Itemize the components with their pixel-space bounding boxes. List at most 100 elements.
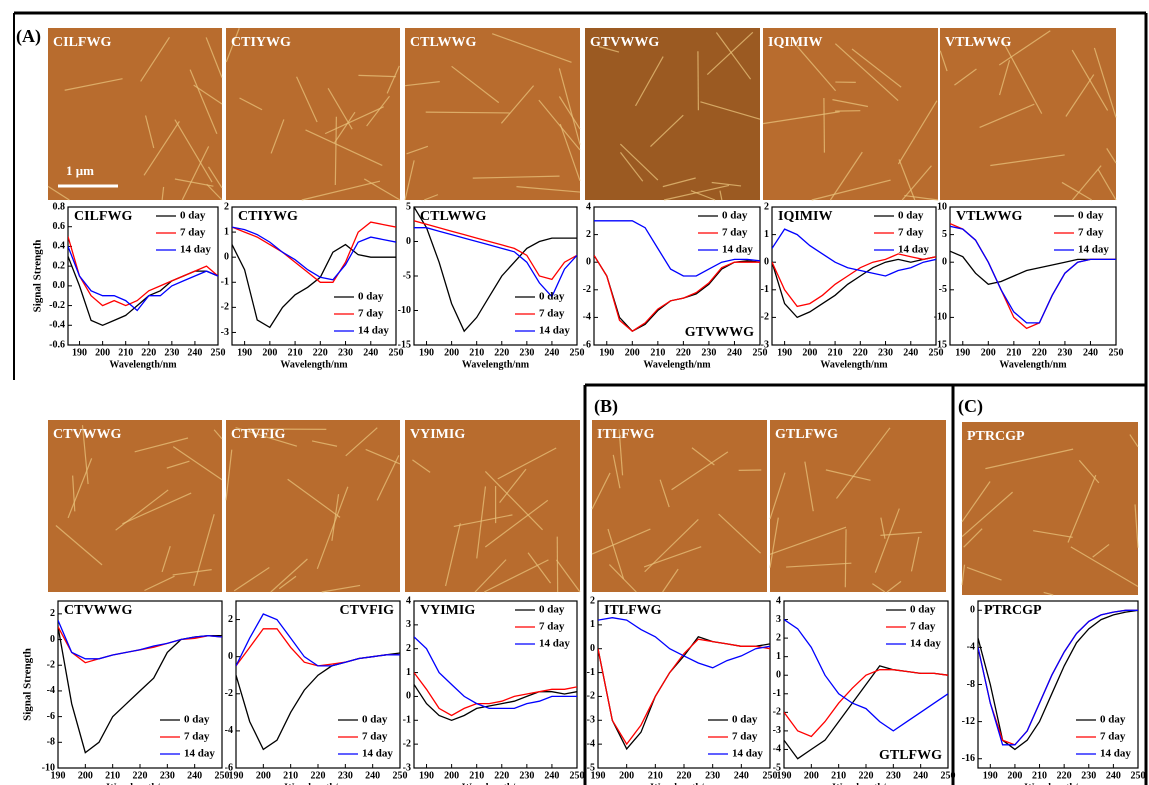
x-tick-label: 240	[1083, 347, 1098, 358]
x-tick-label: 210	[283, 770, 298, 781]
fibril	[591, 528, 651, 555]
fibril	[897, 100, 938, 165]
x-axis-label: Wavelength/nm	[643, 359, 711, 370]
cd-curve	[414, 672, 577, 717]
afm-image	[48, 28, 222, 200]
x-axis-label: Wavelength/nm	[280, 359, 348, 370]
cd-curve	[414, 684, 577, 721]
fibril	[719, 190, 723, 201]
fibril	[324, 106, 384, 135]
image-label: CTIYWG	[231, 35, 291, 50]
y-tick-label: -2	[587, 691, 595, 702]
fibril	[55, 525, 103, 566]
x-axis-label: Wavelength/nm	[109, 359, 177, 370]
fibril	[1043, 591, 1054, 596]
fibril	[769, 517, 779, 568]
cd-curve	[784, 619, 948, 732]
legend-label: 7 day	[184, 731, 210, 743]
fibril	[963, 528, 983, 548]
y-tick-label: -10	[42, 762, 55, 773]
x-tick-label: 200	[619, 770, 634, 781]
y-tick-label: 0.2	[53, 260, 66, 271]
y-tick-label: -3	[761, 339, 769, 350]
fibril	[659, 479, 670, 508]
cd-curve	[978, 609, 1138, 751]
legend-label: 0 day	[180, 210, 206, 222]
y-tick-label: -6	[583, 339, 591, 350]
fibril	[1002, 41, 1043, 114]
x-axis-label: Wavelength/nm	[462, 782, 530, 785]
fibril	[366, 95, 390, 127]
x-tick-label: 250	[211, 347, 226, 358]
cd-curve	[236, 613, 400, 667]
fibril	[363, 178, 401, 201]
x-tick-label: 240	[903, 347, 918, 358]
chart-title: PTRCGP	[984, 603, 1042, 618]
cd-curve	[950, 225, 1116, 324]
fibril	[872, 583, 886, 593]
fibril	[662, 177, 696, 188]
x-tick-label: 220	[1057, 770, 1072, 781]
fibril	[1033, 530, 1073, 538]
y-tick-label: 1	[764, 229, 769, 240]
chart-title: IQIMIW	[778, 209, 832, 224]
legend-label: 7 day	[1100, 731, 1126, 743]
fibril	[591, 472, 611, 510]
y-tick-label: 0	[942, 256, 947, 267]
x-tick-label: 250	[389, 347, 404, 358]
x-tick-label: 210	[1006, 347, 1021, 358]
image-label: ITLFWG	[597, 427, 655, 442]
fibril	[1093, 47, 1117, 118]
fibril	[331, 494, 340, 541]
y-axis-label: Signal Strength	[22, 648, 34, 721]
y-tick-label: -16	[962, 753, 975, 764]
afm-image	[940, 28, 1116, 200]
fibril	[700, 101, 761, 120]
x-tick-label: 220	[1032, 347, 1047, 358]
legend-label: 14 day	[539, 638, 570, 650]
x-tick-label: 230	[701, 347, 716, 358]
x-tick-label: 230	[705, 770, 720, 781]
fibril	[898, 159, 916, 201]
y-tick-label: -2	[583, 284, 591, 295]
fibril	[1078, 459, 1100, 484]
legend-label: 0 day	[898, 210, 924, 222]
x-tick-label: 220	[313, 347, 328, 358]
legend-label: 0 day	[184, 714, 210, 726]
legend-label: 7 day	[732, 731, 758, 743]
fibril	[886, 580, 902, 593]
fibril	[404, 81, 440, 87]
fibril	[161, 186, 165, 201]
legend-label: 7 day	[1078, 227, 1104, 239]
fibril	[910, 536, 920, 572]
fibril	[939, 50, 948, 72]
x-tick-label: 210	[650, 347, 665, 358]
plot-frame	[949, 206, 1117, 346]
image-label: CTLWWG	[410, 35, 477, 50]
fibril	[901, 165, 932, 201]
fibril	[386, 65, 400, 94]
x-tick-label: 220	[853, 347, 868, 358]
legend-label: 7 day	[362, 731, 388, 743]
fibril	[1065, 74, 1095, 117]
legend-label: 14 day	[358, 325, 389, 337]
x-tick-label: 250	[1109, 347, 1124, 358]
y-tick-label: -4	[225, 725, 233, 736]
legend-label: 14 day	[539, 325, 570, 337]
legend-label: 14 day	[184, 748, 215, 760]
y-tick-label: 4	[776, 595, 781, 606]
legend-label: 14 day	[180, 244, 211, 256]
x-tick-label: 250	[763, 770, 778, 781]
fibril	[499, 468, 527, 504]
afm-image	[405, 28, 580, 200]
y-tick-label: -2	[761, 312, 769, 323]
y-tick-label: -4	[773, 744, 781, 755]
y-tick-label: 0	[224, 251, 229, 262]
x-tick-label: 190	[229, 770, 244, 781]
fibril	[453, 514, 513, 528]
fibril	[174, 178, 214, 187]
x-tick-label: 230	[519, 770, 534, 781]
y-tick-label: -4	[587, 738, 595, 749]
fibril	[762, 111, 840, 125]
legend-label: 7 day	[722, 227, 748, 239]
